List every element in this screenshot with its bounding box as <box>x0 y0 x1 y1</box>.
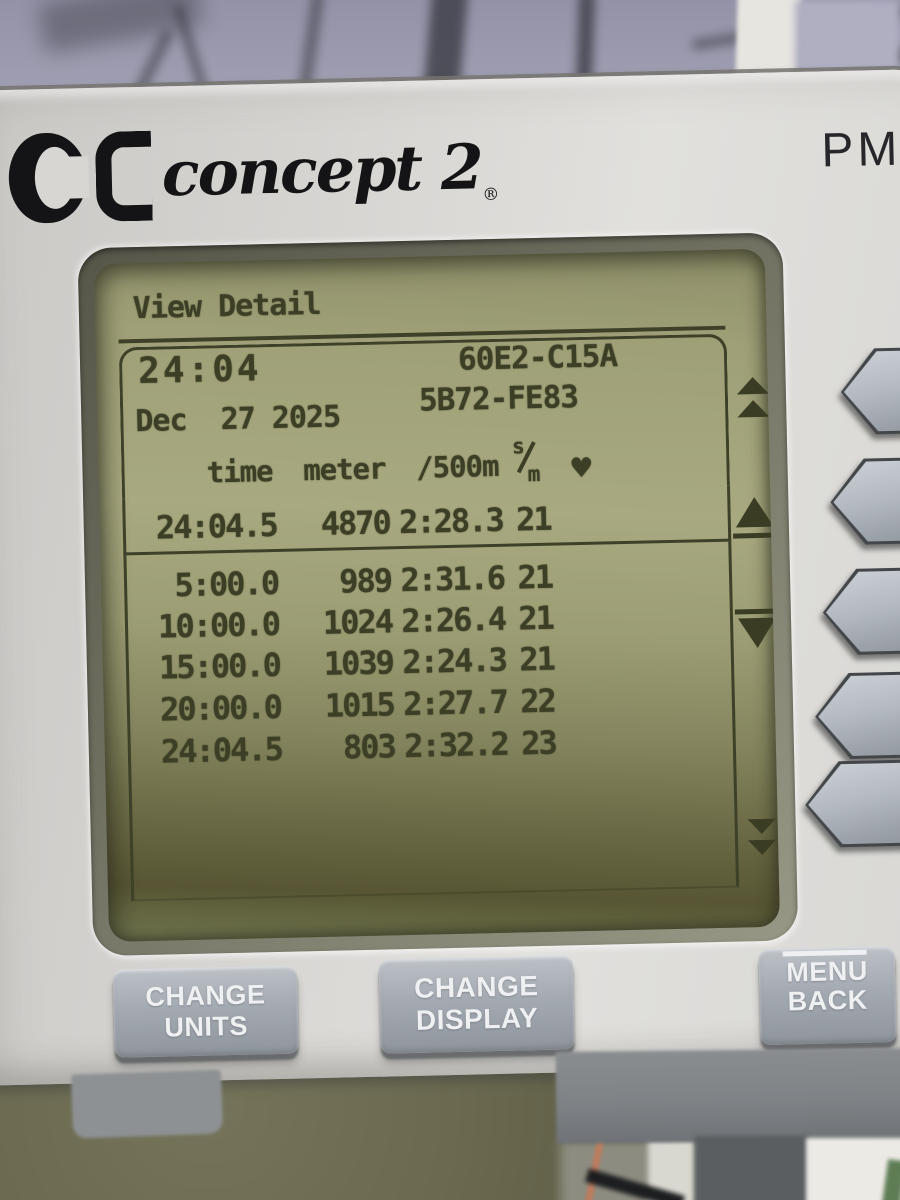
heart-rate-icon: ♥ <box>568 452 594 485</box>
side-button-2[interactable] <box>829 456 900 545</box>
lcd-screen: View Detail 24:04 60E2-C15A 5B72-FE83 De… <box>93 248 781 942</box>
scroll-page-down-icon <box>747 818 779 864</box>
change-display-button[interactable]: CHANGE DISPLAY <box>378 955 575 1054</box>
page-title: View Detail <box>132 286 321 327</box>
workout-id-code-1: 60E2-C15A <box>457 338 618 378</box>
column-header-pace: /500m <box>415 448 499 485</box>
column-header-meter: meter <box>302 451 386 488</box>
column-header-time: time <box>206 454 273 490</box>
side-button-5[interactable] <box>804 759 900 848</box>
scroll-page-up-icon <box>735 376 772 428</box>
screen-bezel: View Detail 24:04 60E2-C15A 5B72-FE83 De… <box>77 232 799 957</box>
change-units-button[interactable]: CHANGE UNITS <box>112 965 299 1058</box>
monitor-arm <box>695 1136 809 1200</box>
menu-back-button[interactable]: MENU BACK <box>758 946 897 1046</box>
mount-tab <box>70 1069 224 1139</box>
concept2-logo-icon <box>94 130 153 222</box>
model-label: PM <box>820 122 900 178</box>
total-time: 24:04 <box>137 348 263 393</box>
workout-date: Dec 27 2025 <box>134 399 341 440</box>
brand-name: concept 2 <box>160 130 483 211</box>
side-button-3[interactable] <box>822 567 900 656</box>
monitor-device: concept 2 ® PM View Detail 24:04 60E2-C1… <box>0 68 900 1087</box>
registered-mark: ® <box>482 184 500 206</box>
monitor-mount-bracket <box>555 1048 900 1144</box>
column-header-strokes-per-minute: s m <box>511 434 541 487</box>
scroll-down-icon <box>734 608 780 654</box>
side-button-4[interactable] <box>814 671 900 760</box>
workout-id-code-2: 5B72-FE83 <box>418 379 579 419</box>
scroll-up-icon <box>732 496 778 542</box>
side-button-1[interactable] <box>840 346 900 435</box>
concept2-logo-icon <box>7 132 90 224</box>
